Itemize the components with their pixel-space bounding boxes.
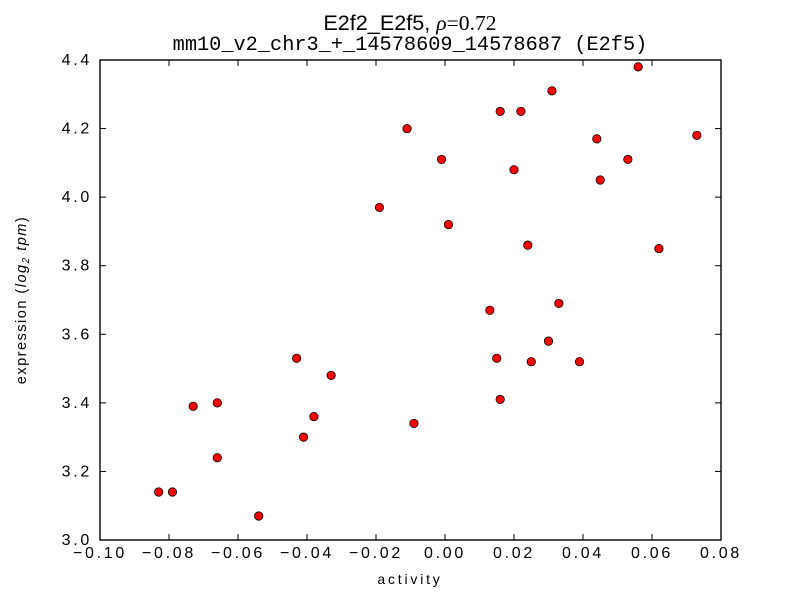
svg-text:E2f2_E2f5, ρ=0.72: E2f2_E2f5, ρ=0.72 bbox=[323, 10, 496, 35]
svg-text:3.2: 3.2 bbox=[62, 463, 92, 480]
svg-text:−0.06: −0.06 bbox=[211, 545, 265, 562]
svg-text:0.02: 0.02 bbox=[493, 545, 535, 562]
svg-text:3.0: 3.0 bbox=[62, 532, 92, 549]
svg-text:activity: activity bbox=[377, 571, 442, 587]
svg-text:3.8: 3.8 bbox=[62, 258, 92, 275]
svg-text:3.6: 3.6 bbox=[62, 326, 92, 343]
svg-text:0.00: 0.00 bbox=[424, 545, 466, 562]
svg-text:0.08: 0.08 bbox=[700, 545, 742, 562]
svg-text:expression (log2 tpm): expression (log2 tpm) bbox=[14, 216, 32, 384]
svg-text:4.0: 4.0 bbox=[62, 189, 92, 206]
svg-text:−0.04: −0.04 bbox=[280, 545, 334, 562]
svg-text:mm10_v2_chr3_+_14578609_145786: mm10_v2_chr3_+_14578609_14578687 (E2f5) bbox=[173, 34, 648, 57]
svg-text:−0.08: −0.08 bbox=[142, 545, 196, 562]
svg-text:3.4: 3.4 bbox=[62, 395, 92, 412]
svg-text:4.4: 4.4 bbox=[62, 52, 92, 69]
svg-text:4.2: 4.2 bbox=[62, 121, 92, 138]
svg-text:−0.02: −0.02 bbox=[349, 545, 403, 562]
svg-text:0.06: 0.06 bbox=[631, 545, 673, 562]
svg-text:0.04: 0.04 bbox=[562, 545, 604, 562]
